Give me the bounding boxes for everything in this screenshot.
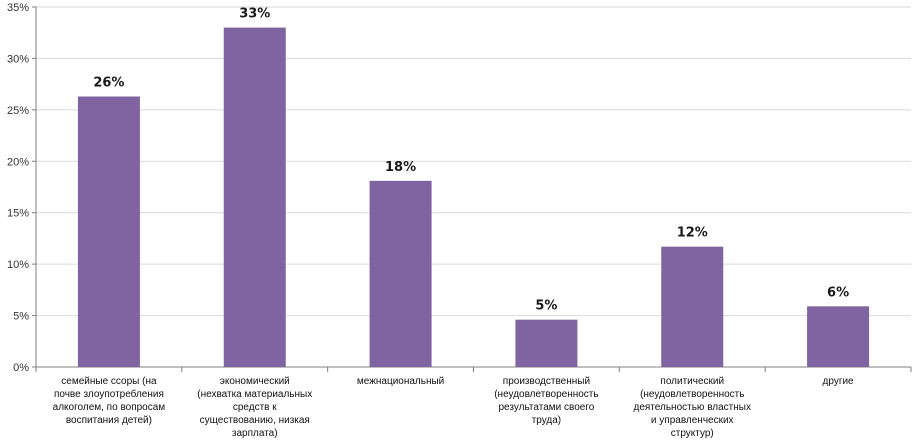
x-category-label-line: структур)	[671, 428, 714, 439]
x-category-label-line: алкоголем, по вопросам	[53, 402, 166, 413]
y-tick-labels: 0% 5% 10% 15% 20% 25% 30% 35%	[7, 2, 29, 374]
data-label: 26%	[93, 75, 124, 90]
x-category-label: экономический (нехватка материальных средс…	[197, 376, 312, 439]
y-tick-label: 30%	[7, 53, 29, 65]
bars	[77, 27, 870, 367]
bar	[515, 319, 578, 367]
x-category-label-line: почве злоупотребления	[54, 388, 164, 400]
y-tick-label: 20%	[7, 156, 29, 168]
x-category-label: семейные ссоры (на почве злоупотребления а…	[53, 376, 166, 426]
y-tick-label: 0%	[13, 362, 29, 374]
data-label: 5%	[535, 299, 557, 314]
x-category-label-line: существованию, низкая	[200, 415, 310, 426]
x-category-label-line: (неудовлетворенность	[640, 389, 744, 400]
x-category-label-line: межнациональный	[357, 376, 444, 387]
x-category-label-line: деятельностью властных	[634, 402, 751, 413]
data-labels: 26% 33% 18% 5% 12% 6%	[93, 7, 849, 314]
data-label: 12%	[677, 226, 708, 241]
bar	[369, 180, 432, 367]
bar	[223, 27, 286, 367]
x-category-label-line: другие	[823, 376, 855, 387]
y-tick-label: 5%	[13, 311, 29, 323]
x-category-label: политический (неудовлетворенность деятельн…	[634, 376, 751, 439]
x-category-label: производственный (неудовлетворенность резу…	[494, 376, 598, 426]
gridlines	[36, 6, 911, 317]
x-category-label-line: производственный	[503, 376, 590, 387]
data-label: 6%	[827, 285, 849, 300]
axes	[32, 6, 912, 372]
bar	[661, 246, 724, 367]
y-tick-label: 10%	[7, 259, 29, 271]
data-label: 33%	[239, 7, 270, 22]
y-tick-label: 15%	[7, 208, 29, 220]
x-category-label-line: и управленческих	[651, 415, 734, 426]
x-category-label-line: труда)	[532, 415, 561, 426]
x-category-label-line: зарплата)	[232, 428, 278, 439]
x-category-label-line: семейные ссоры (на	[61, 376, 157, 387]
x-category-label: другие	[823, 376, 855, 387]
x-category-label-line: воспитания детей)	[66, 415, 152, 426]
x-category-label-line: средств к	[233, 402, 277, 413]
x-category-label-line: результатами своего	[499, 402, 595, 413]
x-category-label-line: (нехватка материальных	[197, 389, 312, 400]
category-labels: семейные ссоры (на почве злоупотребления а…	[53, 376, 854, 439]
y-tick-label: 35%	[7, 2, 29, 14]
y-tick-label: 25%	[7, 105, 29, 117]
bar	[77, 96, 140, 367]
x-category-label-line: политический	[660, 376, 724, 387]
x-category-label-line: (неудовлетворенность	[494, 389, 598, 400]
x-category-label: межнациональный	[357, 376, 444, 387]
x-category-label-line: экономический	[220, 376, 290, 387]
data-label: 18%	[385, 160, 416, 175]
bar	[807, 306, 870, 367]
